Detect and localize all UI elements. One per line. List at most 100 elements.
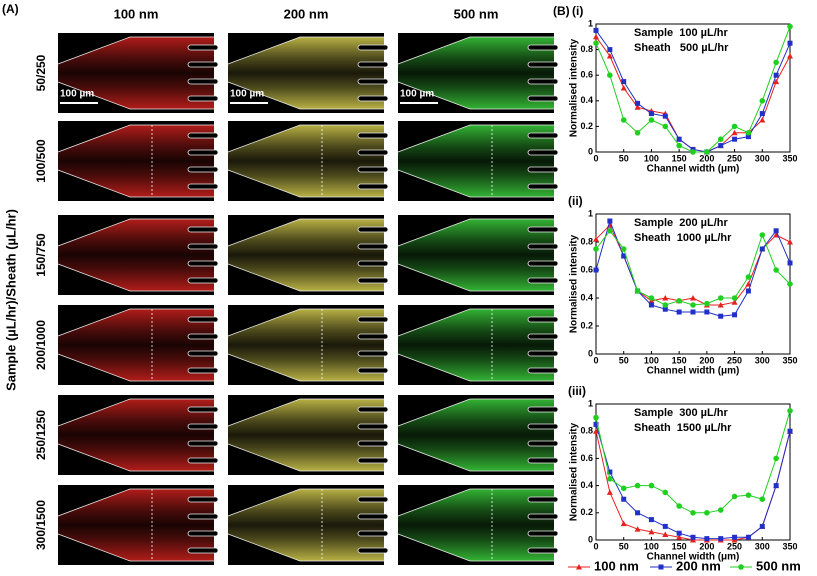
data-point	[704, 309, 710, 315]
x-tick-label: 350	[782, 355, 797, 365]
series-line	[595, 36, 791, 153]
channel-wall	[397, 488, 554, 517]
channel-wall	[57, 443, 214, 472]
data-point	[662, 489, 669, 496]
data-point	[648, 528, 655, 535]
outlet-slot	[527, 530, 559, 537]
panel-label: (iii)	[568, 384, 586, 398]
column-header: 500 nm	[454, 6, 499, 21]
outlet-slot	[527, 260, 559, 267]
x-tick-label: 50	[619, 355, 629, 365]
channel-flow	[228, 125, 384, 197]
x-tick-label: 350	[782, 153, 797, 163]
data-point	[593, 246, 599, 252]
channel-wall	[57, 488, 214, 517]
data-point	[717, 507, 724, 513]
data-point	[620, 485, 627, 492]
outlet-slot	[187, 547, 219, 554]
channel-wall	[227, 398, 384, 427]
data-point	[759, 98, 766, 104]
data-point	[759, 523, 765, 529]
data-point	[648, 111, 654, 117]
outlet-slot	[527, 132, 559, 139]
x-tick-label: 300	[755, 153, 770, 163]
x-tick-label: 150	[672, 541, 687, 551]
channel-wall	[57, 81, 214, 110]
outlet-slot	[357, 530, 389, 537]
channel-wall	[397, 353, 554, 382]
outlet-slot	[187, 423, 219, 430]
data-point	[759, 232, 766, 238]
channel-flow	[228, 219, 384, 291]
data-point	[745, 274, 752, 280]
y-tick-label: 1	[588, 18, 593, 28]
channel-wall	[397, 263, 554, 292]
outlet-slot	[527, 457, 559, 464]
annotation: Sample 300 µL/hr	[634, 407, 728, 419]
outlet-slot	[527, 423, 559, 430]
x-tick-label: 50	[619, 153, 629, 163]
column-header: 100 nm	[114, 6, 159, 21]
x-tick-label: 100	[644, 541, 659, 551]
data-point	[787, 239, 793, 245]
outlet-slot	[357, 166, 389, 173]
channel-wall	[397, 169, 554, 198]
data-point	[648, 117, 655, 123]
outlet-slot	[357, 547, 389, 554]
outlet-slot	[187, 226, 219, 233]
data-point	[607, 72, 613, 78]
data-point	[787, 408, 793, 414]
data-point	[607, 476, 613, 482]
channel-wall	[227, 353, 384, 382]
y-tick-label: 0.6	[580, 264, 593, 274]
channel-wall	[57, 533, 214, 562]
channel-flow	[58, 309, 214, 381]
data-point	[787, 281, 793, 287]
outlet-slot	[187, 243, 219, 250]
channel-flow	[398, 399, 554, 471]
outlet-slot	[357, 333, 389, 340]
scale-bar-label: 100 µm	[230, 89, 264, 100]
data-point	[773, 78, 780, 85]
x-axis-label: Channel width (μm)	[647, 366, 740, 377]
outlet-slot	[187, 316, 219, 323]
data-point	[634, 130, 641, 136]
data-point	[607, 228, 613, 234]
channel-wall	[397, 124, 554, 153]
outlet-slot	[357, 350, 389, 357]
channel-wall	[57, 353, 214, 382]
row-label: 300/1500	[34, 500, 48, 550]
column-header: 200 nm	[284, 6, 329, 21]
channel-flow	[58, 125, 214, 197]
y-tick-label: 0	[588, 348, 593, 358]
x-tick-label: 150	[672, 355, 687, 365]
channel-wall	[57, 263, 214, 292]
row-label: 150/750	[34, 233, 48, 277]
y-tick-label: 0	[588, 534, 593, 544]
data-point	[759, 117, 766, 123]
panel-label: (i)	[572, 4, 583, 18]
data-point	[759, 246, 765, 252]
micrograph	[227, 395, 389, 475]
micrograph	[397, 395, 559, 475]
outlet-slot	[357, 78, 389, 85]
panel-a-label: (A)	[2, 2, 19, 16]
data-point	[593, 236, 599, 242]
x-axis-label: Channel width (μm)	[647, 552, 740, 563]
outlet-slot	[357, 95, 389, 102]
channel-wall	[57, 36, 214, 65]
outlet-slot	[357, 260, 389, 267]
x-axis-label: Channel width (μm)	[647, 164, 740, 175]
data-point	[745, 134, 751, 140]
outlet-slot	[187, 513, 219, 520]
channel-wall	[397, 443, 554, 472]
outlet-slot	[187, 260, 219, 267]
data-point	[634, 104, 641, 110]
row-label: 100/500	[34, 139, 48, 183]
outlet-slot	[357, 149, 389, 156]
outlet-slot	[527, 406, 559, 413]
data-point	[731, 299, 738, 305]
micrograph	[397, 215, 559, 295]
data-point	[717, 136, 724, 142]
micrograph	[57, 395, 219, 475]
